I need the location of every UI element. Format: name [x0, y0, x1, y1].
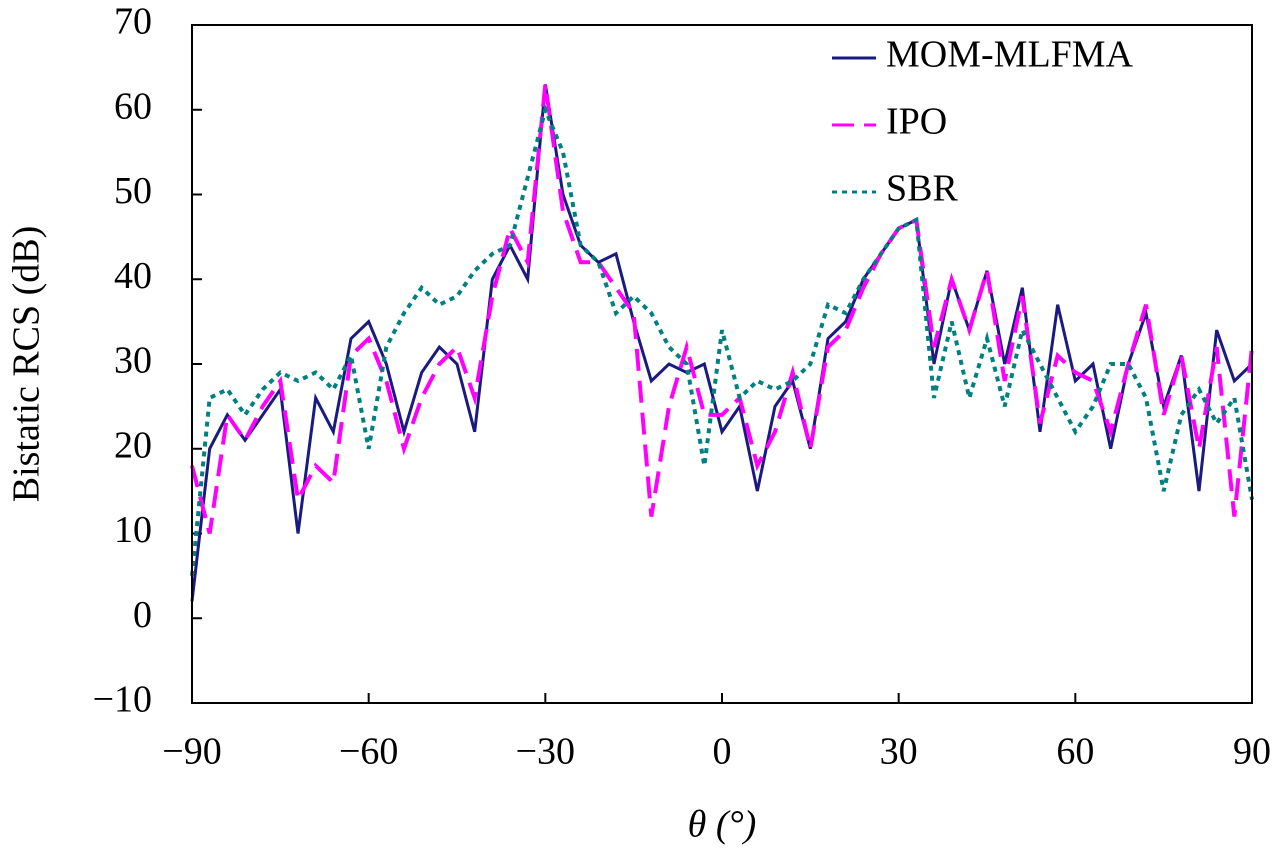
y-tick-label: 30 [114, 340, 152, 382]
x-tick-label: 0 [713, 731, 732, 773]
x-tick-label: −60 [339, 731, 398, 773]
x-axis-label: θ (°) [688, 804, 757, 846]
x-tick-label: −30 [516, 731, 575, 773]
y-tick-label: 60 [114, 85, 152, 127]
legend-label: SBR [886, 168, 958, 210]
series-line [190, 103, 1254, 577]
y-tick-label: 10 [114, 509, 152, 551]
y-tick-label: −10 [93, 679, 152, 721]
legend-label: IPO [886, 101, 947, 143]
plot-frame [191, 24, 1253, 704]
x-tick-label: 90 [1233, 731, 1271, 773]
series-line [190, 84, 1254, 535]
y-tick-label: 50 [114, 170, 152, 212]
x-tick-label: 60 [1056, 731, 1094, 773]
y-tick-label: 70 [114, 1, 152, 43]
x-tick-label: −90 [162, 731, 221, 773]
legend-label: MOM-MLFMA [886, 34, 1134, 76]
y-tick-label: 0 [133, 594, 152, 636]
y-axis-label: Bistatic RCS (dB) [6, 226, 48, 503]
y-tick-label: 20 [114, 424, 152, 466]
x-tick-label: 30 [880, 731, 918, 773]
series-line [190, 84, 1254, 602]
y-tick-label: 40 [114, 255, 152, 297]
